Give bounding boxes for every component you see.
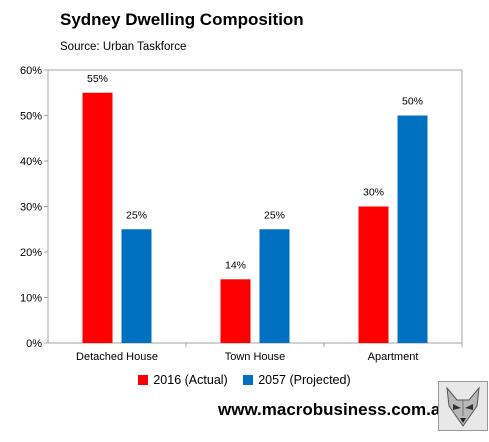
legend-item-2016: 2016 (Actual) bbox=[138, 373, 228, 387]
fox-logo-icon bbox=[438, 381, 488, 431]
bar bbox=[397, 115, 428, 343]
legend-swatch-2057 bbox=[243, 375, 254, 385]
legend: 2016 (Actual) 2057 (Projected) bbox=[0, 373, 489, 388]
y-tick-label: 0% bbox=[26, 338, 42, 350]
data-label: 25% bbox=[264, 209, 285, 221]
legend-swatch-2016 bbox=[138, 375, 149, 385]
y-tick-label: 30% bbox=[20, 202, 42, 214]
data-label: 30% bbox=[363, 187, 384, 199]
y-tick-label: 20% bbox=[20, 247, 42, 259]
data-label: 55% bbox=[87, 73, 108, 85]
website-url: www.macrobusiness.com.au bbox=[218, 400, 451, 419]
plot-area: 0% 10% 20% 30% 40% 50% 60% Detached House 55% 25%… bbox=[20, 65, 463, 363]
y-tick-label: 40% bbox=[20, 156, 42, 168]
x-tick-label: Apartment bbox=[368, 351, 419, 363]
data-label: 50% bbox=[402, 96, 423, 108]
legend-label-2057: 2057 (Projected) bbox=[258, 373, 351, 387]
x-tick-label: Detached House bbox=[76, 351, 158, 363]
bar-chart: 0% 10% 20% 30% 40% 50% 60% Detached House 55% 25%… bbox=[20, 65, 463, 363]
legend-label-2016: 2016 (Actual) bbox=[153, 373, 228, 387]
bar bbox=[121, 229, 152, 343]
bar bbox=[259, 229, 290, 343]
data-label: 25% bbox=[126, 209, 147, 221]
y-tick-label: 10% bbox=[20, 293, 42, 305]
legend-item-2057: 2057 (Projected) bbox=[243, 373, 351, 387]
bar bbox=[82, 92, 113, 343]
chart-subtitle: Source: Urban Taskforce bbox=[60, 41, 187, 53]
bar bbox=[358, 206, 389, 343]
chart-title: Sydney Dwelling Composition bbox=[60, 10, 304, 29]
y-tick-label: 60% bbox=[20, 65, 42, 77]
y-tick-label: 50% bbox=[20, 111, 42, 123]
bar bbox=[220, 279, 251, 343]
x-tick-label: Town House bbox=[225, 351, 286, 363]
data-label: 14% bbox=[225, 259, 246, 271]
